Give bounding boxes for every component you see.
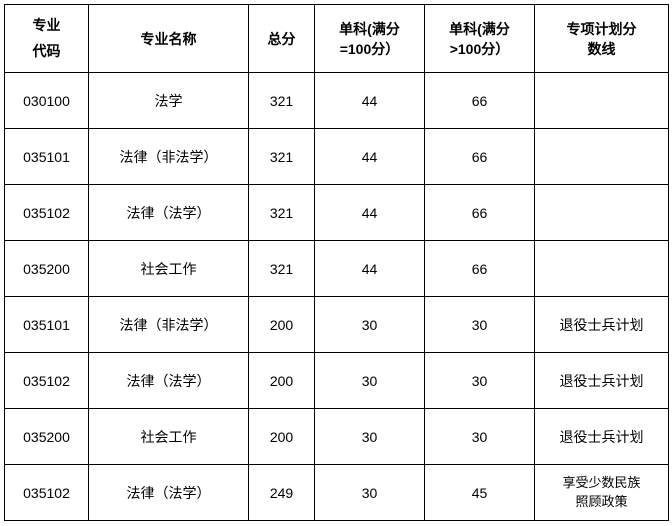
table-row: 035102 法律（法学） 200 30 30 退役士兵计划 [5, 353, 669, 409]
cell-total: 321 [249, 185, 315, 241]
cell-code: 035200 [5, 241, 89, 297]
cell-plan [535, 241, 669, 297]
table-row: 030100 法学 321 44 66 [5, 73, 669, 129]
header-sub2: 单科(满分 >100分） [425, 5, 535, 73]
header-plan-line1: 专项计划分 [537, 19, 666, 39]
cell-sub1: 30 [315, 465, 425, 521]
cell-sub1: 30 [315, 297, 425, 353]
cell-code: 035101 [5, 129, 89, 185]
cell-name: 法学 [89, 73, 249, 129]
score-table: 专业 代码 专业名称 总分 单科(满分 =100分） 单科(满分 >100分） … [4, 4, 669, 521]
cell-code: 035102 [5, 353, 89, 409]
cell-plan [535, 129, 669, 185]
header-sub1-line2: =100分） [317, 39, 422, 59]
cell-name: 法律（法学） [89, 465, 249, 521]
cell-plan-line2: 照顾政策 [537, 493, 666, 511]
cell-sub2: 66 [425, 185, 535, 241]
cell-sub1: 44 [315, 241, 425, 297]
cell-plan-line1: 享受少数民族 [537, 474, 666, 492]
table-row: 035200 社会工作 200 30 30 退役士兵计划 [5, 409, 669, 465]
cell-sub1: 44 [315, 73, 425, 129]
cell-sub2: 30 [425, 409, 535, 465]
cell-plan: 退役士兵计划 [535, 297, 669, 353]
header-code: 专业 代码 [5, 5, 89, 73]
cell-sub2: 30 [425, 353, 535, 409]
cell-sub2: 66 [425, 241, 535, 297]
cell-code: 035102 [5, 465, 89, 521]
header-code-line2: 代码 [7, 39, 86, 64]
cell-sub1: 44 [315, 129, 425, 185]
header-plan-line2: 数线 [537, 39, 666, 59]
cell-sub1: 44 [315, 185, 425, 241]
cell-total: 200 [249, 353, 315, 409]
cell-sub2: 66 [425, 129, 535, 185]
table-row: 035101 法律（非法学） 200 30 30 退役士兵计划 [5, 297, 669, 353]
cell-sub2: 66 [425, 73, 535, 129]
table-row: 035102 法律（法学） 249 30 45 享受少数民族 照顾政策 [5, 465, 669, 521]
header-total: 总分 [249, 5, 315, 73]
cell-name: 社会工作 [89, 409, 249, 465]
cell-name: 法律（非法学） [89, 129, 249, 185]
header-row: 专业 代码 专业名称 总分 单科(满分 =100分） 单科(满分 >100分） … [5, 5, 669, 73]
header-sub1: 单科(满分 =100分） [315, 5, 425, 73]
cell-name: 法律（法学） [89, 185, 249, 241]
cell-plan [535, 73, 669, 129]
header-sub2-line2: >100分） [427, 39, 532, 59]
header-code-line1: 专业 [7, 13, 86, 38]
cell-name: 法律（法学） [89, 353, 249, 409]
header-name: 专业名称 [89, 5, 249, 73]
cell-name: 法律（非法学） [89, 297, 249, 353]
header-sub1-line1: 单科(满分 [317, 19, 422, 39]
cell-plan [535, 185, 669, 241]
table-row: 035102 法律（法学） 321 44 66 [5, 185, 669, 241]
cell-sub1: 30 [315, 409, 425, 465]
cell-code: 035102 [5, 185, 89, 241]
header-plan: 专项计划分 数线 [535, 5, 669, 73]
cell-total: 200 [249, 409, 315, 465]
cell-total: 321 [249, 129, 315, 185]
cell-sub2: 45 [425, 465, 535, 521]
cell-plan: 退役士兵计划 [535, 353, 669, 409]
cell-plan: 退役士兵计划 [535, 409, 669, 465]
cell-total: 321 [249, 241, 315, 297]
cell-code: 035200 [5, 409, 89, 465]
table-row: 035200 社会工作 321 44 66 [5, 241, 669, 297]
cell-sub2: 30 [425, 297, 535, 353]
table-body: 030100 法学 321 44 66 035101 法律（非法学） 321 4… [5, 73, 669, 521]
cell-code: 030100 [5, 73, 89, 129]
cell-total: 249 [249, 465, 315, 521]
cell-code: 035101 [5, 297, 89, 353]
cell-plan: 享受少数民族 照顾政策 [535, 465, 669, 521]
table-row: 035101 法律（非法学） 321 44 66 [5, 129, 669, 185]
cell-sub1: 30 [315, 353, 425, 409]
cell-name: 社会工作 [89, 241, 249, 297]
cell-total: 200 [249, 297, 315, 353]
header-sub2-line1: 单科(满分 [427, 19, 532, 39]
cell-total: 321 [249, 73, 315, 129]
